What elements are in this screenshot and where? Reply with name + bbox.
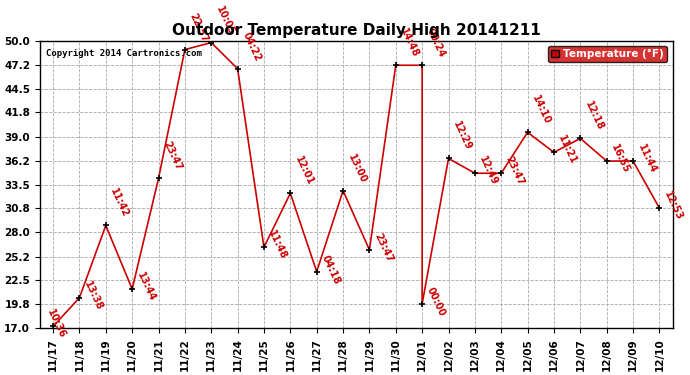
Text: 22:57: 22:57 [188, 11, 210, 44]
Text: 12:49: 12:49 [477, 155, 500, 187]
Text: 10:05: 10:05 [214, 4, 236, 36]
Text: 10:36: 10:36 [45, 308, 68, 340]
Text: 12:01: 12:01 [293, 155, 315, 187]
Text: 04:18: 04:18 [319, 253, 342, 286]
Text: 11:21: 11:21 [557, 134, 579, 166]
Text: 12:18: 12:18 [583, 100, 605, 132]
Text: 13:00: 13:00 [346, 152, 368, 184]
Text: 13:44: 13:44 [135, 271, 157, 303]
Text: 12:29: 12:29 [451, 120, 473, 152]
Text: 00:00: 00:00 [425, 285, 447, 318]
Text: 16:55: 16:55 [609, 142, 631, 175]
Text: Copyright 2014 Cartronics.com: Copyright 2014 Cartronics.com [46, 50, 202, 58]
Text: 23:47: 23:47 [504, 155, 526, 187]
Text: 12:53: 12:53 [662, 190, 684, 222]
Text: 11:48: 11:48 [266, 229, 289, 261]
Text: 14:48: 14:48 [398, 27, 421, 59]
Text: 14:10: 14:10 [530, 94, 553, 126]
Text: 23:47: 23:47 [372, 231, 394, 264]
Text: 23:47: 23:47 [161, 140, 184, 172]
Text: 00:24: 00:24 [425, 27, 447, 59]
Text: 11:42: 11:42 [108, 187, 130, 219]
Title: Outdoor Temperature Daily High 20141211: Outdoor Temperature Daily High 20141211 [172, 23, 540, 38]
Legend: Temperature (°F): Temperature (°F) [548, 46, 667, 62]
Text: 11:44: 11:44 [635, 142, 658, 175]
Text: 13:38: 13:38 [82, 279, 104, 312]
Text: 04:22: 04:22 [240, 30, 262, 63]
